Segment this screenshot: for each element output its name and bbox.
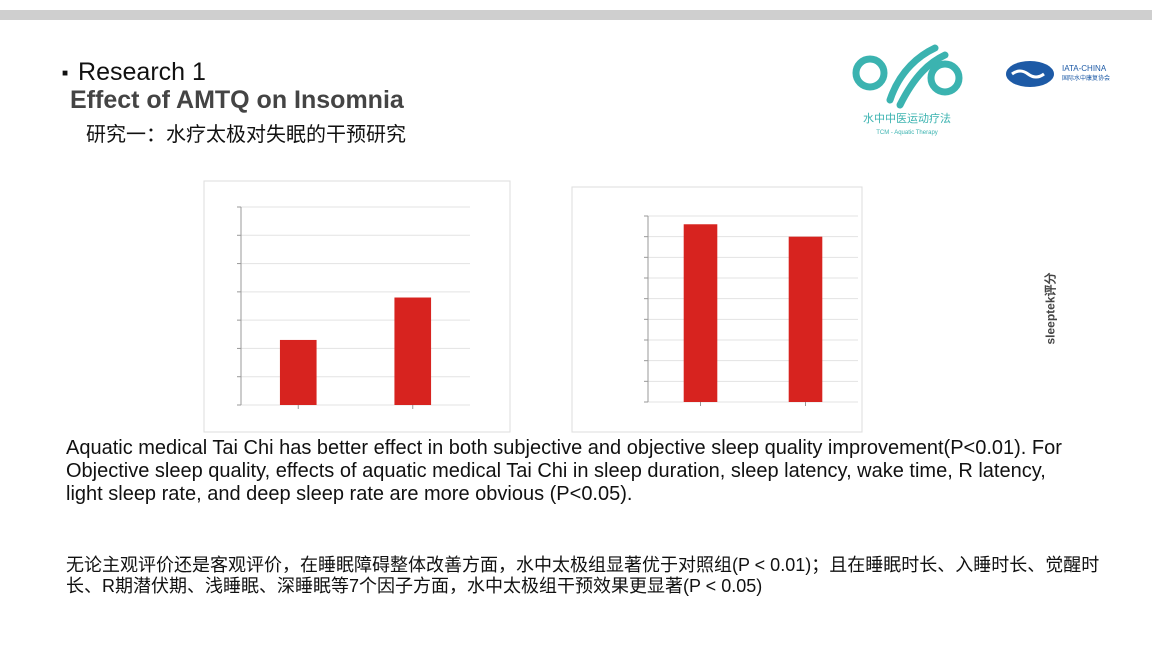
- bar: [788, 236, 823, 402]
- logo-text: IATA-CHINA: [1062, 64, 1107, 73]
- paragraph: 无论主观评价还是客观评价，在睡眠障碍整体改善方面，水中太极组显著优于对照组(P …: [66, 555, 1100, 596]
- bar: [683, 224, 718, 402]
- logo-text: 水中中医运动疗法: [863, 111, 951, 125]
- bar: [394, 297, 432, 405]
- paragraph: Aquatic medical Tai Chi has better effec…: [66, 437, 1062, 505]
- logo-left: [852, 44, 963, 109]
- top-bar: [0, 10, 1152, 20]
- title: Effect of AMTQ on Insomnia: [70, 86, 404, 114]
- bar: [279, 339, 317, 405]
- logo-text: 国际水中康复协会: [1062, 74, 1110, 82]
- logo-text: TCM - Aquatic Therapy: [876, 130, 938, 136]
- subtitle: 研究一：水疗太极对失眠的干预研究: [86, 124, 406, 146]
- logo-wave: [1011, 69, 1045, 79]
- chart-frame: [203, 180, 511, 433]
- bullet-heading: Research 1: [62, 58, 206, 87]
